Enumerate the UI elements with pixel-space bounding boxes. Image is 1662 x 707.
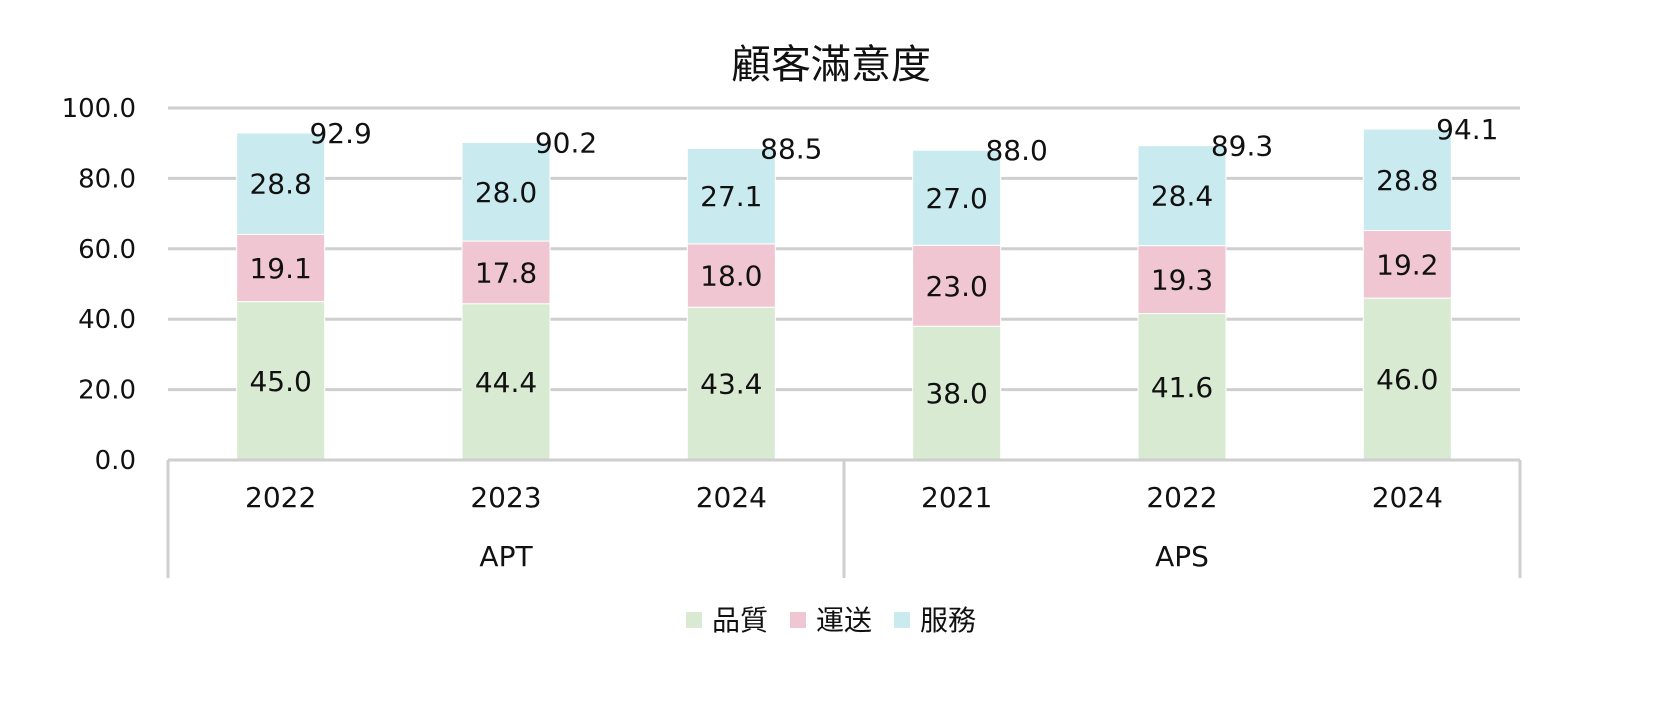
data-label: 19.1 xyxy=(249,252,311,285)
legend-label: 品質 xyxy=(712,604,768,637)
x-tick-label: 2021 xyxy=(921,481,992,514)
x-tick-label: 2024 xyxy=(696,481,767,514)
y-tick-label: 100.0 xyxy=(62,94,136,124)
data-label: 46.0 xyxy=(1376,363,1438,396)
bar-segment xyxy=(912,149,1002,246)
bar-segment xyxy=(1137,245,1227,315)
bar-segment xyxy=(1362,229,1452,299)
data-label: 28.0 xyxy=(475,176,537,209)
bar-segment xyxy=(236,132,326,235)
gridlines xyxy=(168,106,1520,392)
chart-title: 顧客滿意度 xyxy=(731,42,931,88)
data-labels: 45.0 19.1 28.8 92.9 44.4 17.8 28.0 90.2 43.4 18.0… xyxy=(249,113,1498,410)
legend-swatch xyxy=(790,612,806,628)
legend: 品質 運送 服務 xyxy=(686,604,976,637)
data-label: 41.6 xyxy=(1151,371,1213,404)
bar-segment xyxy=(236,233,326,303)
total-label: 89.3 xyxy=(1211,130,1273,163)
x-group-label: APT xyxy=(479,540,533,573)
bar-segment xyxy=(1137,313,1227,461)
total-label: 88.5 xyxy=(760,132,822,165)
bar-segment xyxy=(236,301,326,461)
legend-label: 服務 xyxy=(920,604,976,637)
data-label: 27.0 xyxy=(925,182,987,215)
data-label: 19.2 xyxy=(1376,248,1438,281)
bar-segment xyxy=(686,147,776,245)
legend-swatch xyxy=(894,612,910,628)
data-label: 17.8 xyxy=(475,256,537,289)
total-label: 88.0 xyxy=(985,134,1047,167)
bar-segment xyxy=(1137,145,1227,247)
y-axis-tick-labels: 0.0 20.0 40.0 60.0 80.0 100.0 xyxy=(62,94,136,476)
bar-segment xyxy=(1362,128,1452,231)
data-label: 28.8 xyxy=(249,168,311,201)
data-label: 45.0 xyxy=(249,365,311,398)
x-tick-label: 2023 xyxy=(470,481,541,514)
bars xyxy=(236,128,1452,461)
y-tick-label: 80.0 xyxy=(78,164,136,194)
x-axis: 2022 2023 2024 APT 2021 2022 2024 APS xyxy=(166,458,1522,578)
legend-label: 運送 xyxy=(816,604,872,637)
total-label: 90.2 xyxy=(535,126,597,159)
data-label: 44.4 xyxy=(475,366,537,399)
data-label: 28.4 xyxy=(1151,180,1213,213)
data-label: 38.0 xyxy=(925,377,987,410)
data-label: 19.3 xyxy=(1151,264,1213,297)
x-tick-label: 2022 xyxy=(1146,481,1217,514)
bar-segment xyxy=(461,141,551,242)
x-group-label: APS xyxy=(1155,540,1209,573)
bar-segment xyxy=(912,325,1002,461)
y-tick-label: 20.0 xyxy=(78,376,136,406)
data-label: 18.0 xyxy=(700,260,762,293)
data-label: 28.8 xyxy=(1376,164,1438,197)
y-tick-label: 60.0 xyxy=(78,235,136,265)
bar-segment xyxy=(686,306,776,461)
x-tick-label: 2024 xyxy=(1372,481,1443,514)
data-label: 27.1 xyxy=(700,180,762,213)
bar-segment xyxy=(1362,297,1452,461)
data-label: 43.4 xyxy=(700,368,762,401)
data-label: 23.0 xyxy=(925,270,987,303)
y-tick-label: 40.0 xyxy=(78,305,136,335)
legend-swatch xyxy=(686,612,702,628)
x-tick-label: 2022 xyxy=(245,481,316,514)
bar-segment xyxy=(912,244,1002,327)
bar-segment xyxy=(686,243,776,308)
total-label: 94.1 xyxy=(1436,113,1498,146)
y-tick-label: 0.0 xyxy=(95,446,136,476)
total-label: 92.9 xyxy=(309,117,371,150)
